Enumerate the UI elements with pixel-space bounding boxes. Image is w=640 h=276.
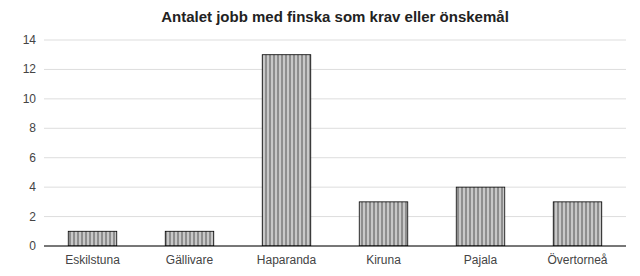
x-tick-label: Eskilstuna: [65, 253, 120, 267]
bar: [359, 202, 408, 246]
x-tick-label: Kiruna: [366, 253, 401, 267]
y-tick-label: 10: [23, 92, 37, 106]
grid-line: [44, 187, 626, 188]
bars: [68, 55, 602, 246]
y-tick-label: 12: [23, 62, 37, 76]
y-tick-label: 4: [29, 180, 36, 194]
bar: [68, 231, 117, 246]
bar: [165, 231, 214, 246]
x-tick-label: Gällivare: [166, 253, 214, 267]
y-tick-label: 2: [29, 210, 36, 224]
y-tick-label: 6: [29, 151, 36, 165]
grid: [44, 40, 626, 246]
chart-svg: Antalet jobb med finska som krav eller ö…: [0, 0, 640, 276]
bar: [553, 202, 602, 246]
grid-line: [44, 69, 626, 70]
bar: [456, 187, 505, 246]
y-tick-label: 0: [29, 239, 36, 253]
grid-line: [44, 157, 626, 158]
chart-container: Antalet jobb med finska som krav eller ö…: [0, 0, 640, 276]
y-tick-label: 14: [23, 33, 37, 47]
grid-line: [44, 128, 626, 129]
grid-line: [44, 246, 626, 247]
x-axis-line: [44, 246, 626, 247]
grid-line: [44, 216, 626, 217]
x-tick-label: Haparanda: [257, 253, 317, 267]
grid-line: [44, 40, 626, 41]
x-tick-label: Övertorneå: [547, 253, 607, 267]
y-tick-label: 8: [29, 121, 36, 135]
bar: [262, 55, 311, 246]
grid-line: [44, 98, 626, 99]
title: Antalet jobb med finska som krav eller ö…: [161, 8, 509, 25]
x-tick-label: Pajala: [464, 253, 498, 267]
